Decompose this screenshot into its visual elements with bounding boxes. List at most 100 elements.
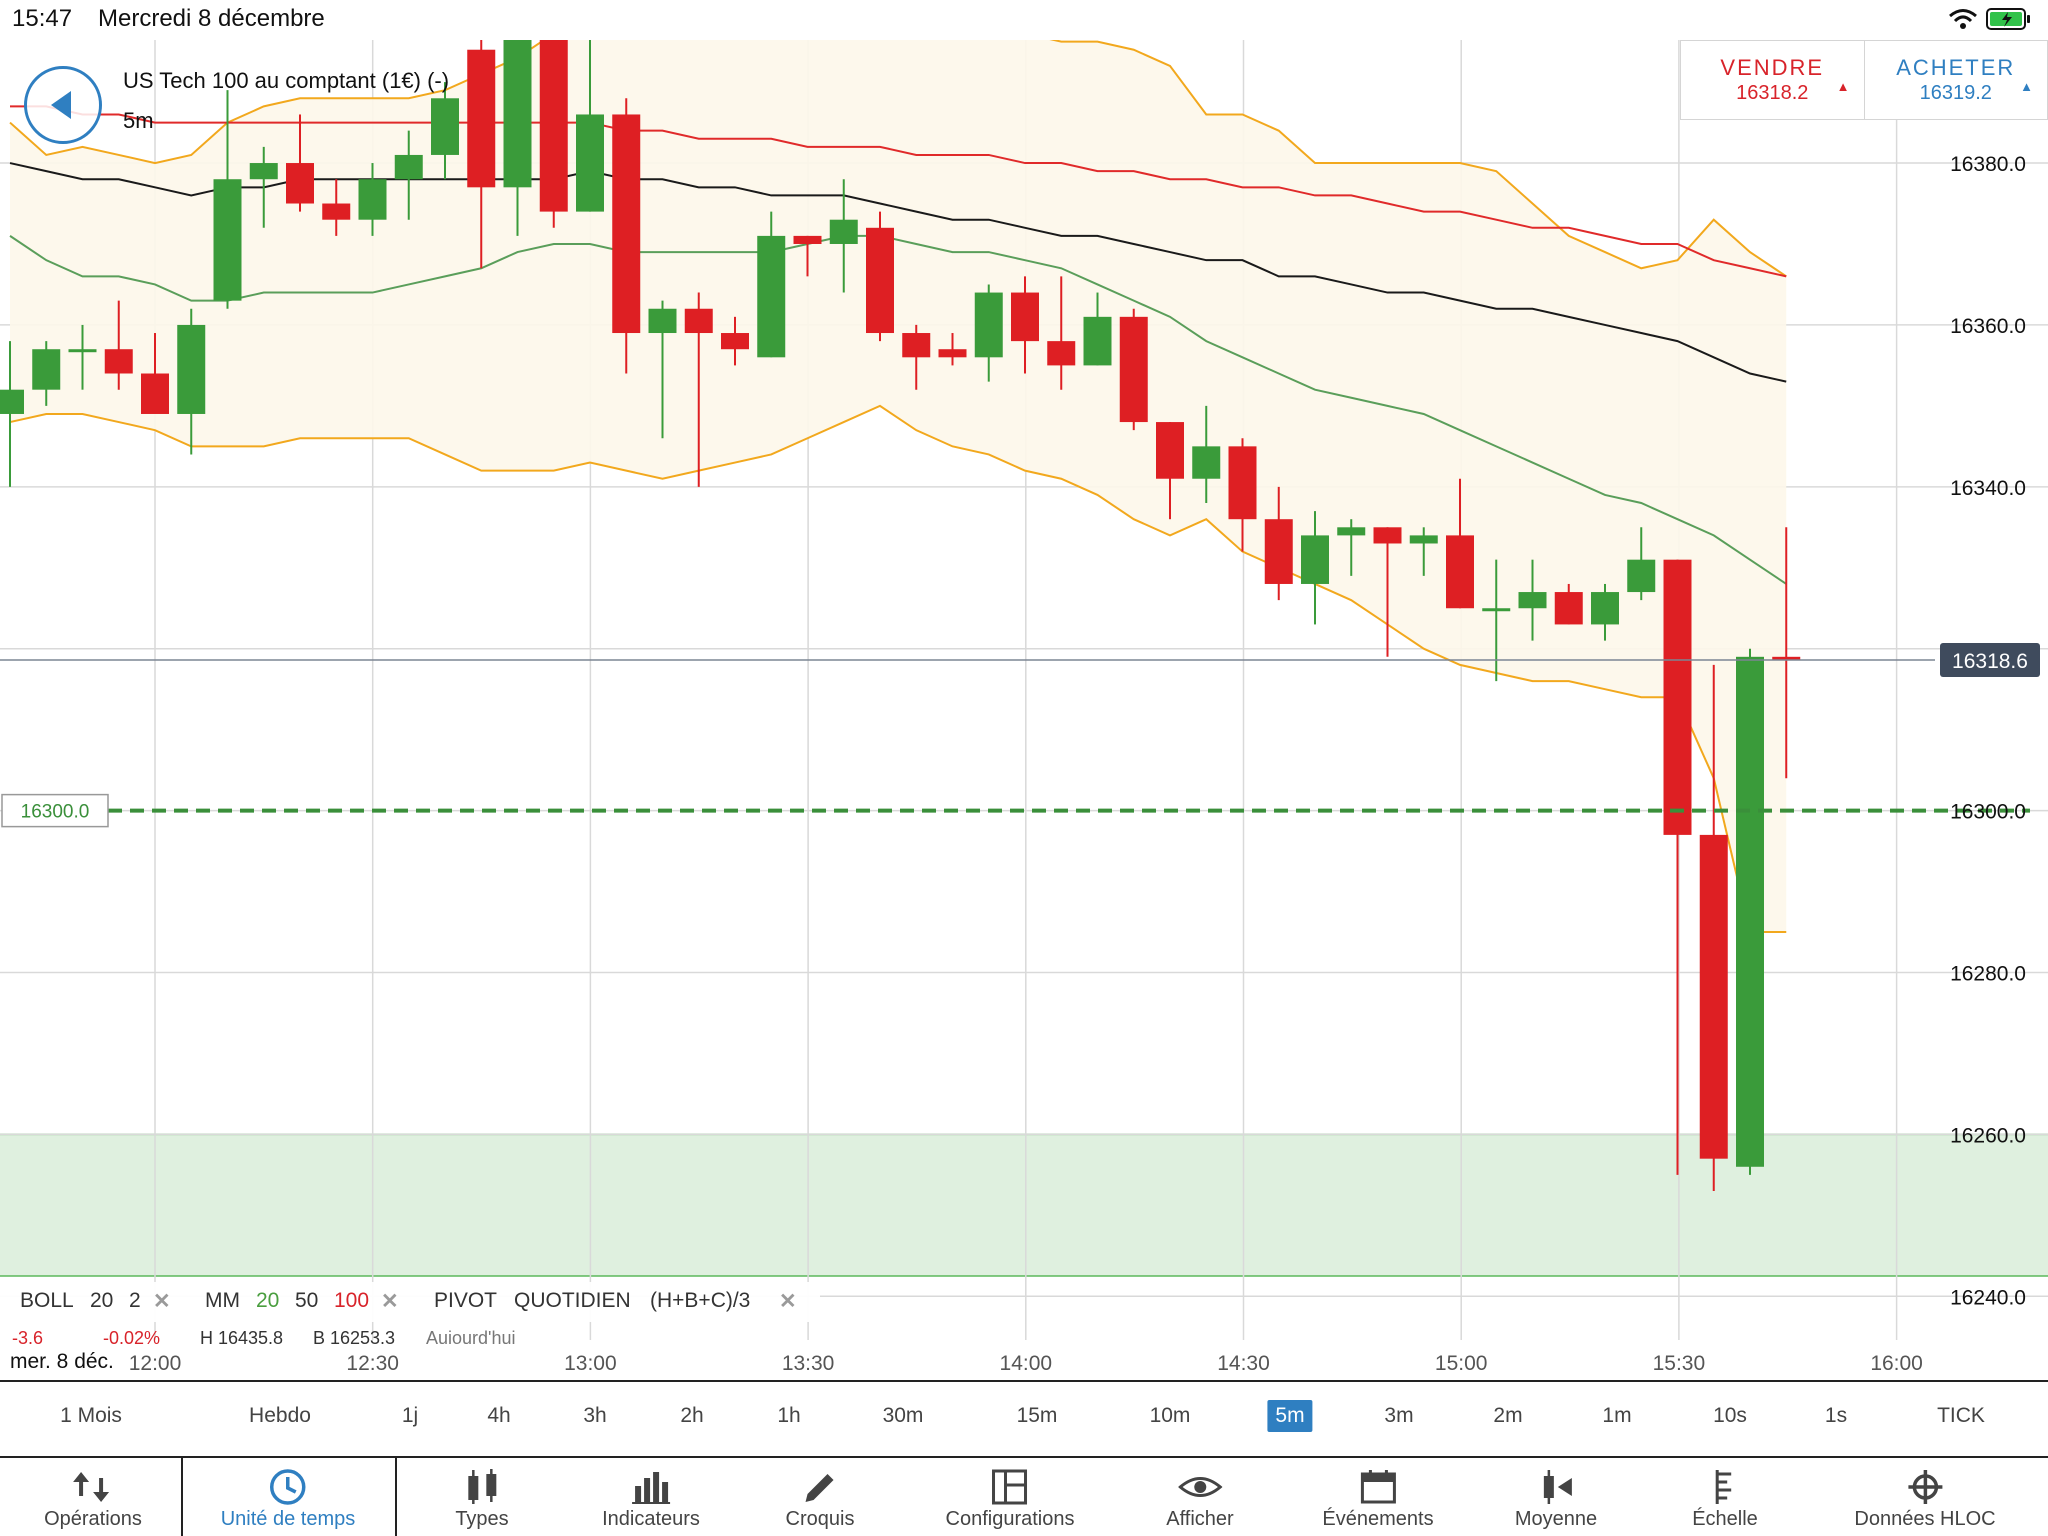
candle[interactable]	[1518, 559, 1547, 641]
day-change-pct: -0.02%	[103, 1328, 161, 1344]
timeframe-1m[interactable]: 1m	[1602, 1404, 1632, 1427]
toolbar-events-button[interactable]: Événements	[1322, 1458, 1434, 1536]
candle[interactable]	[1047, 276, 1076, 390]
candle[interactable]	[829, 179, 858, 293]
toolbar-average-button[interactable]: Moyenne	[1515, 1458, 1597, 1536]
timeframe-4h[interactable]: 4h	[487, 1404, 511, 1427]
candle[interactable]	[684, 292, 713, 487]
candle[interactable]	[612, 98, 641, 374]
candle[interactable]	[576, 40, 604, 212]
candle[interactable]	[902, 324, 931, 390]
candle[interactable]	[1083, 292, 1112, 366]
candle[interactable]	[68, 324, 97, 390]
timeframe-1-mois[interactable]: 1 Mois	[60, 1404, 122, 1427]
pivot-label[interactable]: PIVOT	[434, 1289, 498, 1312]
pivot-remove-icon[interactable]: ✕	[779, 1290, 797, 1313]
candle-body	[866, 227, 894, 334]
candle[interactable]	[503, 40, 532, 236]
boll-remove-icon[interactable]: ✕	[153, 1290, 171, 1313]
candle-body	[1736, 656, 1764, 1167]
candle[interactable]	[104, 300, 133, 390]
timeframe-30m[interactable]: 30m	[882, 1404, 924, 1427]
toolbar-indicators-button[interactable]: Indicateurs	[602, 1458, 700, 1536]
candle-body	[612, 114, 641, 334]
candle-body	[757, 235, 786, 358]
candle[interactable]	[757, 211, 786, 358]
candle[interactable]	[1591, 583, 1619, 641]
candle[interactable]	[358, 163, 387, 236]
candle[interactable]	[141, 333, 169, 414]
events-icon	[1322, 1468, 1433, 1506]
toolbar-label: Événements	[1322, 1508, 1434, 1530]
candle[interactable]	[467, 40, 496, 269]
back-button[interactable]	[24, 66, 102, 144]
timeframe-10s[interactable]: 10s	[1713, 1404, 1747, 1427]
timeframe-5m[interactable]: 5m	[1267, 1400, 1313, 1432]
day-high: H 16435.8	[200, 1328, 284, 1344]
candle[interactable]	[1119, 308, 1148, 431]
timeframe-2m[interactable]: 2m	[1493, 1404, 1523, 1427]
candle[interactable]	[249, 146, 278, 228]
candle[interactable]	[938, 333, 967, 366]
candle-body	[684, 308, 713, 334]
candle[interactable]	[1011, 276, 1039, 374]
candle[interactable]	[1301, 511, 1329, 625]
timeframe-2h[interactable]: 2h	[680, 1404, 704, 1427]
timeframe-3m[interactable]: 3m	[1384, 1404, 1414, 1427]
candle[interactable]	[1736, 648, 1764, 1175]
ma20-line	[9, 234, 1787, 585]
candle[interactable]	[1192, 405, 1221, 504]
candle[interactable]	[648, 300, 677, 439]
candle[interactable]	[32, 341, 61, 406]
candle[interactable]	[1663, 559, 1692, 1175]
price-chart[interactable]: 16318.6 16300.0 16240.0 16260.0 16280.0 1630…	[0, 40, 2048, 1380]
candle[interactable]	[1337, 519, 1366, 576]
candle[interactable]	[1156, 422, 1184, 520]
candle[interactable]	[1482, 559, 1511, 682]
candle[interactable]	[0, 341, 24, 487]
toolbar-sketch-button[interactable]: Croquis	[786, 1458, 854, 1536]
candle[interactable]	[866, 211, 894, 342]
toolbar-hloc-data-button[interactable]: Données HLOC	[1854, 1458, 1996, 1536]
candle[interactable]	[322, 179, 351, 236]
timeframe-1s[interactable]: 1s	[1824, 1404, 1848, 1427]
candle[interactable]	[1409, 527, 1438, 576]
candle[interactable]	[1627, 527, 1656, 601]
timeframe-3h[interactable]: 3h	[583, 1404, 607, 1427]
candle[interactable]	[539, 40, 568, 228]
toolbar-time-unit-button[interactable]: Unité de temps	[221, 1458, 355, 1536]
candle[interactable]	[431, 82, 459, 180]
candle[interactable]	[286, 114, 314, 212]
candle[interactable]	[394, 130, 423, 220]
timeframe-1j[interactable]: 1j	[401, 1404, 419, 1427]
candle[interactable]	[1373, 527, 1402, 657]
candle[interactable]	[1772, 527, 1801, 779]
candle[interactable]	[1446, 478, 1474, 609]
toolbar-display-button[interactable]: Afficher	[1166, 1458, 1234, 1536]
candle[interactable]	[1699, 664, 1728, 1192]
sell-button[interactable]: VENDRE 16318.2 ▲	[1681, 41, 1864, 119]
timeframe-tick[interactable]: TICK	[1937, 1404, 1985, 1427]
timeframe-10m[interactable]: 10m	[1149, 1404, 1191, 1427]
mm-remove-icon[interactable]: ✕	[381, 1290, 399, 1313]
toolbar-scale-button[interactable]: Échelle	[1692, 1458, 1758, 1536]
candle[interactable]	[213, 90, 242, 309]
alert-level-box[interactable]	[1, 793, 109, 828]
mm-label[interactable]: MM	[205, 1289, 240, 1312]
candle[interactable]	[1554, 583, 1583, 625]
candle[interactable]	[177, 308, 206, 455]
candle[interactable]	[1228, 438, 1257, 552]
candle[interactable]	[1264, 486, 1293, 601]
boll-label[interactable]: BOLL	[20, 1289, 74, 1312]
candle[interactable]	[793, 235, 822, 277]
timeframe-hebdo[interactable]: Hebdo	[249, 1404, 311, 1427]
timeframe-1h[interactable]: 1h	[777, 1404, 801, 1427]
candle[interactable]	[974, 284, 1003, 382]
timeframe-15m[interactable]: 15m	[1016, 1404, 1058, 1427]
toolbar-operations-button[interactable]: Opérations	[44, 1458, 142, 1536]
toolbar-types-button[interactable]: Types	[455, 1458, 509, 1536]
toolbar-configurations-button[interactable]: Configurations	[946, 1458, 1074, 1536]
buy-button[interactable]: ACHETER 16319.2 ▲	[1863, 41, 2048, 119]
candle[interactable]	[721, 316, 749, 366]
x-tick-label: 14:30	[1217, 1352, 1270, 1375]
